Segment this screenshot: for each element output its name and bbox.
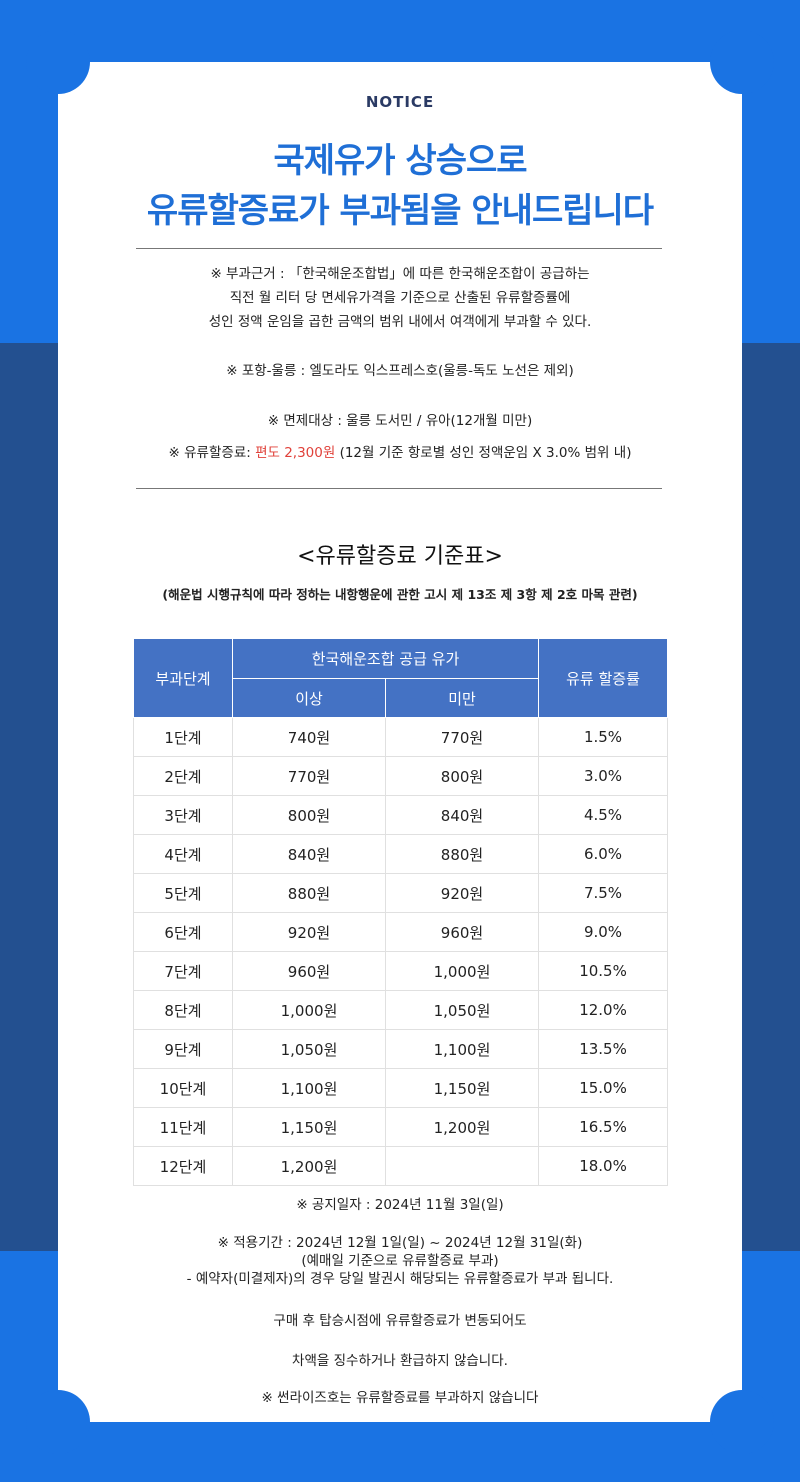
table-row: 10단계 1,100원 1,150원 15.0%	[133, 1068, 669, 1108]
rate-cell: 9.0%	[538, 912, 669, 952]
stage-cell: 10단계	[133, 1068, 233, 1108]
max-cell: 920원	[384, 873, 540, 913]
notice-label: NOTICE	[365, 93, 435, 111]
basis-line-1: ※ 부과근거 : 「한국해운조합법」에 따른 한국해운조합이 공급하는	[210, 266, 590, 282]
header-stage: 부과단계	[133, 638, 233, 718]
max-cell: 1,200원	[384, 1107, 540, 1147]
fee-prefix: ※ 유류할증료:	[168, 445, 256, 461]
table-subtitle: (해운법 시행규칙에 따라 정하는 내항행운에 관한 고시 제 13조 제 3항…	[162, 587, 638, 602]
ticket-notch	[710, 1390, 774, 1454]
table-row: 3단계 800원 840원 4.5%	[133, 795, 669, 835]
period-note: (예매일 기준으로 유류할증료 부과)	[301, 1253, 499, 1269]
rate-cell: 12.0%	[538, 990, 669, 1030]
page-title: 국제유가 상승으로 유류할증료가 부과됨을 안내드립니다	[0, 136, 800, 236]
basis-line-3: 성인 정액 운임을 곱한 금액의 범위 내에서 여객에게 부과할 수 있다.	[208, 314, 592, 330]
reservation-note: - 예약자(미결제자)의 경우 당일 발권시 해당되는 유류할증료가 부과 됩니…	[186, 1271, 614, 1287]
rate-cell: 13.5%	[538, 1029, 669, 1069]
min-cell: 920원	[232, 912, 386, 952]
max-cell	[384, 1146, 540, 1186]
divider	[136, 248, 662, 249]
stage-cell: 6단계	[133, 912, 233, 952]
application-period: ※ 적용기간 : 2024년 12월 1일(일) ~ 2024년 12월 31일…	[0, 1234, 800, 1288]
surcharge-table: 부과단계 한국해운조합 공급 유가 유류 할증률 이상 미만 1단계 740원 77…	[133, 638, 669, 1186]
table-row: 6단계 920원 960원 9.0%	[133, 912, 669, 952]
min-cell: 770원	[232, 756, 386, 796]
min-cell: 800원	[232, 795, 386, 835]
rate-cell: 7.5%	[538, 873, 669, 913]
max-cell: 1,050원	[384, 990, 540, 1030]
stage-cell: 1단계	[133, 717, 233, 757]
min-cell: 960원	[232, 951, 386, 991]
basis-line-2: 직전 월 리터 당 면세유가격을 기준으로 산출된 유류할증률에	[229, 290, 571, 306]
header-max: 미만	[384, 678, 540, 718]
rate-cell: 4.5%	[538, 795, 669, 835]
stage-cell: 8단계	[133, 990, 233, 1030]
no-refund-line-2: 차액을 징수하거나 환급하지 않습니다.	[292, 1353, 508, 1369]
min-cell: 1,150원	[232, 1107, 386, 1147]
exemption-info: ※ 면제대상 : 울릉 도서민 / 유아(12개월 미만)	[267, 413, 533, 429]
max-cell: 1,100원	[384, 1029, 540, 1069]
stage-cell: 7단계	[133, 951, 233, 991]
table-row: 7단계 960원 1,000원 10.5%	[133, 951, 669, 991]
min-cell: 740원	[232, 717, 386, 757]
notice-date: ※ 공지일자 : 2024년 11월 3일(일)	[296, 1197, 504, 1213]
max-cell: 1,150원	[384, 1068, 540, 1108]
rate-cell: 18.0%	[538, 1146, 669, 1186]
stage-cell: 12단계	[133, 1146, 233, 1186]
max-cell: 770원	[384, 717, 540, 757]
stage-cell: 4단계	[133, 834, 233, 874]
title-line-1: 국제유가 상승으로	[273, 141, 527, 181]
rate-cell: 16.5%	[538, 1107, 669, 1147]
fee-amount: 편도 2,300원	[255, 445, 336, 461]
ticket-notch	[26, 30, 90, 94]
rate-cell: 1.5%	[538, 717, 669, 757]
stage-cell: 9단계	[133, 1029, 233, 1069]
min-cell: 1,100원	[232, 1068, 386, 1108]
table-row: 1단계 740원 770원 1.5%	[133, 717, 669, 757]
ticket-notch	[710, 30, 774, 94]
max-cell: 840원	[384, 795, 540, 835]
table-row: 9단계 1,050원 1,100원 13.5%	[133, 1029, 669, 1069]
rate-cell: 15.0%	[538, 1068, 669, 1108]
max-cell: 800원	[384, 756, 540, 796]
max-cell: 1,000원	[384, 951, 540, 991]
rate-cell: 3.0%	[538, 756, 669, 796]
min-cell: 1,050원	[232, 1029, 386, 1069]
header-min: 이상	[232, 678, 386, 718]
stage-cell: 2단계	[133, 756, 233, 796]
max-cell: 880원	[384, 834, 540, 874]
no-refund-line-1: 구매 후 탑승시점에 유류할증료가 변동되어도	[273, 1313, 527, 1329]
rate-cell: 10.5%	[538, 951, 669, 991]
min-cell: 1,200원	[232, 1146, 386, 1186]
ticket-notch	[26, 1390, 90, 1454]
table-row: 4단계 840원 880원 6.0%	[133, 834, 669, 874]
table-row: 12단계 1,200원 18.0%	[133, 1146, 669, 1186]
stage-cell: 11단계	[133, 1107, 233, 1147]
period-text: ※ 적용기간 : 2024년 12월 1일(일) ~ 2024년 12월 31일…	[217, 1235, 583, 1251]
divider	[136, 488, 662, 489]
header-rate: 유류 할증률	[538, 638, 669, 718]
table-row: 5단계 880원 920원 7.5%	[133, 873, 669, 913]
table-row: 11단계 1,150원 1,200원 16.5%	[133, 1107, 669, 1147]
title-line-2: 유류할증료가 부과됨을 안내드립니다	[146, 191, 654, 231]
legal-basis: ※ 부과근거 : 「한국해운조합법」에 따른 한국해운조합이 공급하는 직전 월…	[0, 262, 800, 334]
max-cell: 960원	[384, 912, 540, 952]
sunrise-note: ※ 썬라이즈호는 유류할증료를 부과하지 않습니다	[261, 1390, 539, 1406]
table-row: 8단계 1,000원 1,050원 12.0%	[133, 990, 669, 1030]
stage-cell: 5단계	[133, 873, 233, 913]
min-cell: 1,000원	[232, 990, 386, 1030]
rate-cell: 6.0%	[538, 834, 669, 874]
fuel-surcharge-info: ※ 유류할증료: 편도 2,300원 (12월 기준 항로별 성인 정액운임 X…	[128, 443, 672, 464]
route-info: ※ 포항-울릉 : 엘도라도 익스프레스호(울릉-독도 노선은 제외)	[226, 363, 574, 379]
min-cell: 880원	[232, 873, 386, 913]
table-row: 2단계 770원 800원 3.0%	[133, 756, 669, 796]
stage-cell: 3단계	[133, 795, 233, 835]
fee-suffix: (12월 기준 항로별 성인 정액운임 X 3.0% 범위 내)	[335, 445, 632, 461]
header-supply-price: 한국해운조합 공급 유가	[231, 638, 540, 679]
min-cell: 840원	[232, 834, 386, 874]
table-title: <유류할증료 기준표>	[297, 544, 503, 569]
